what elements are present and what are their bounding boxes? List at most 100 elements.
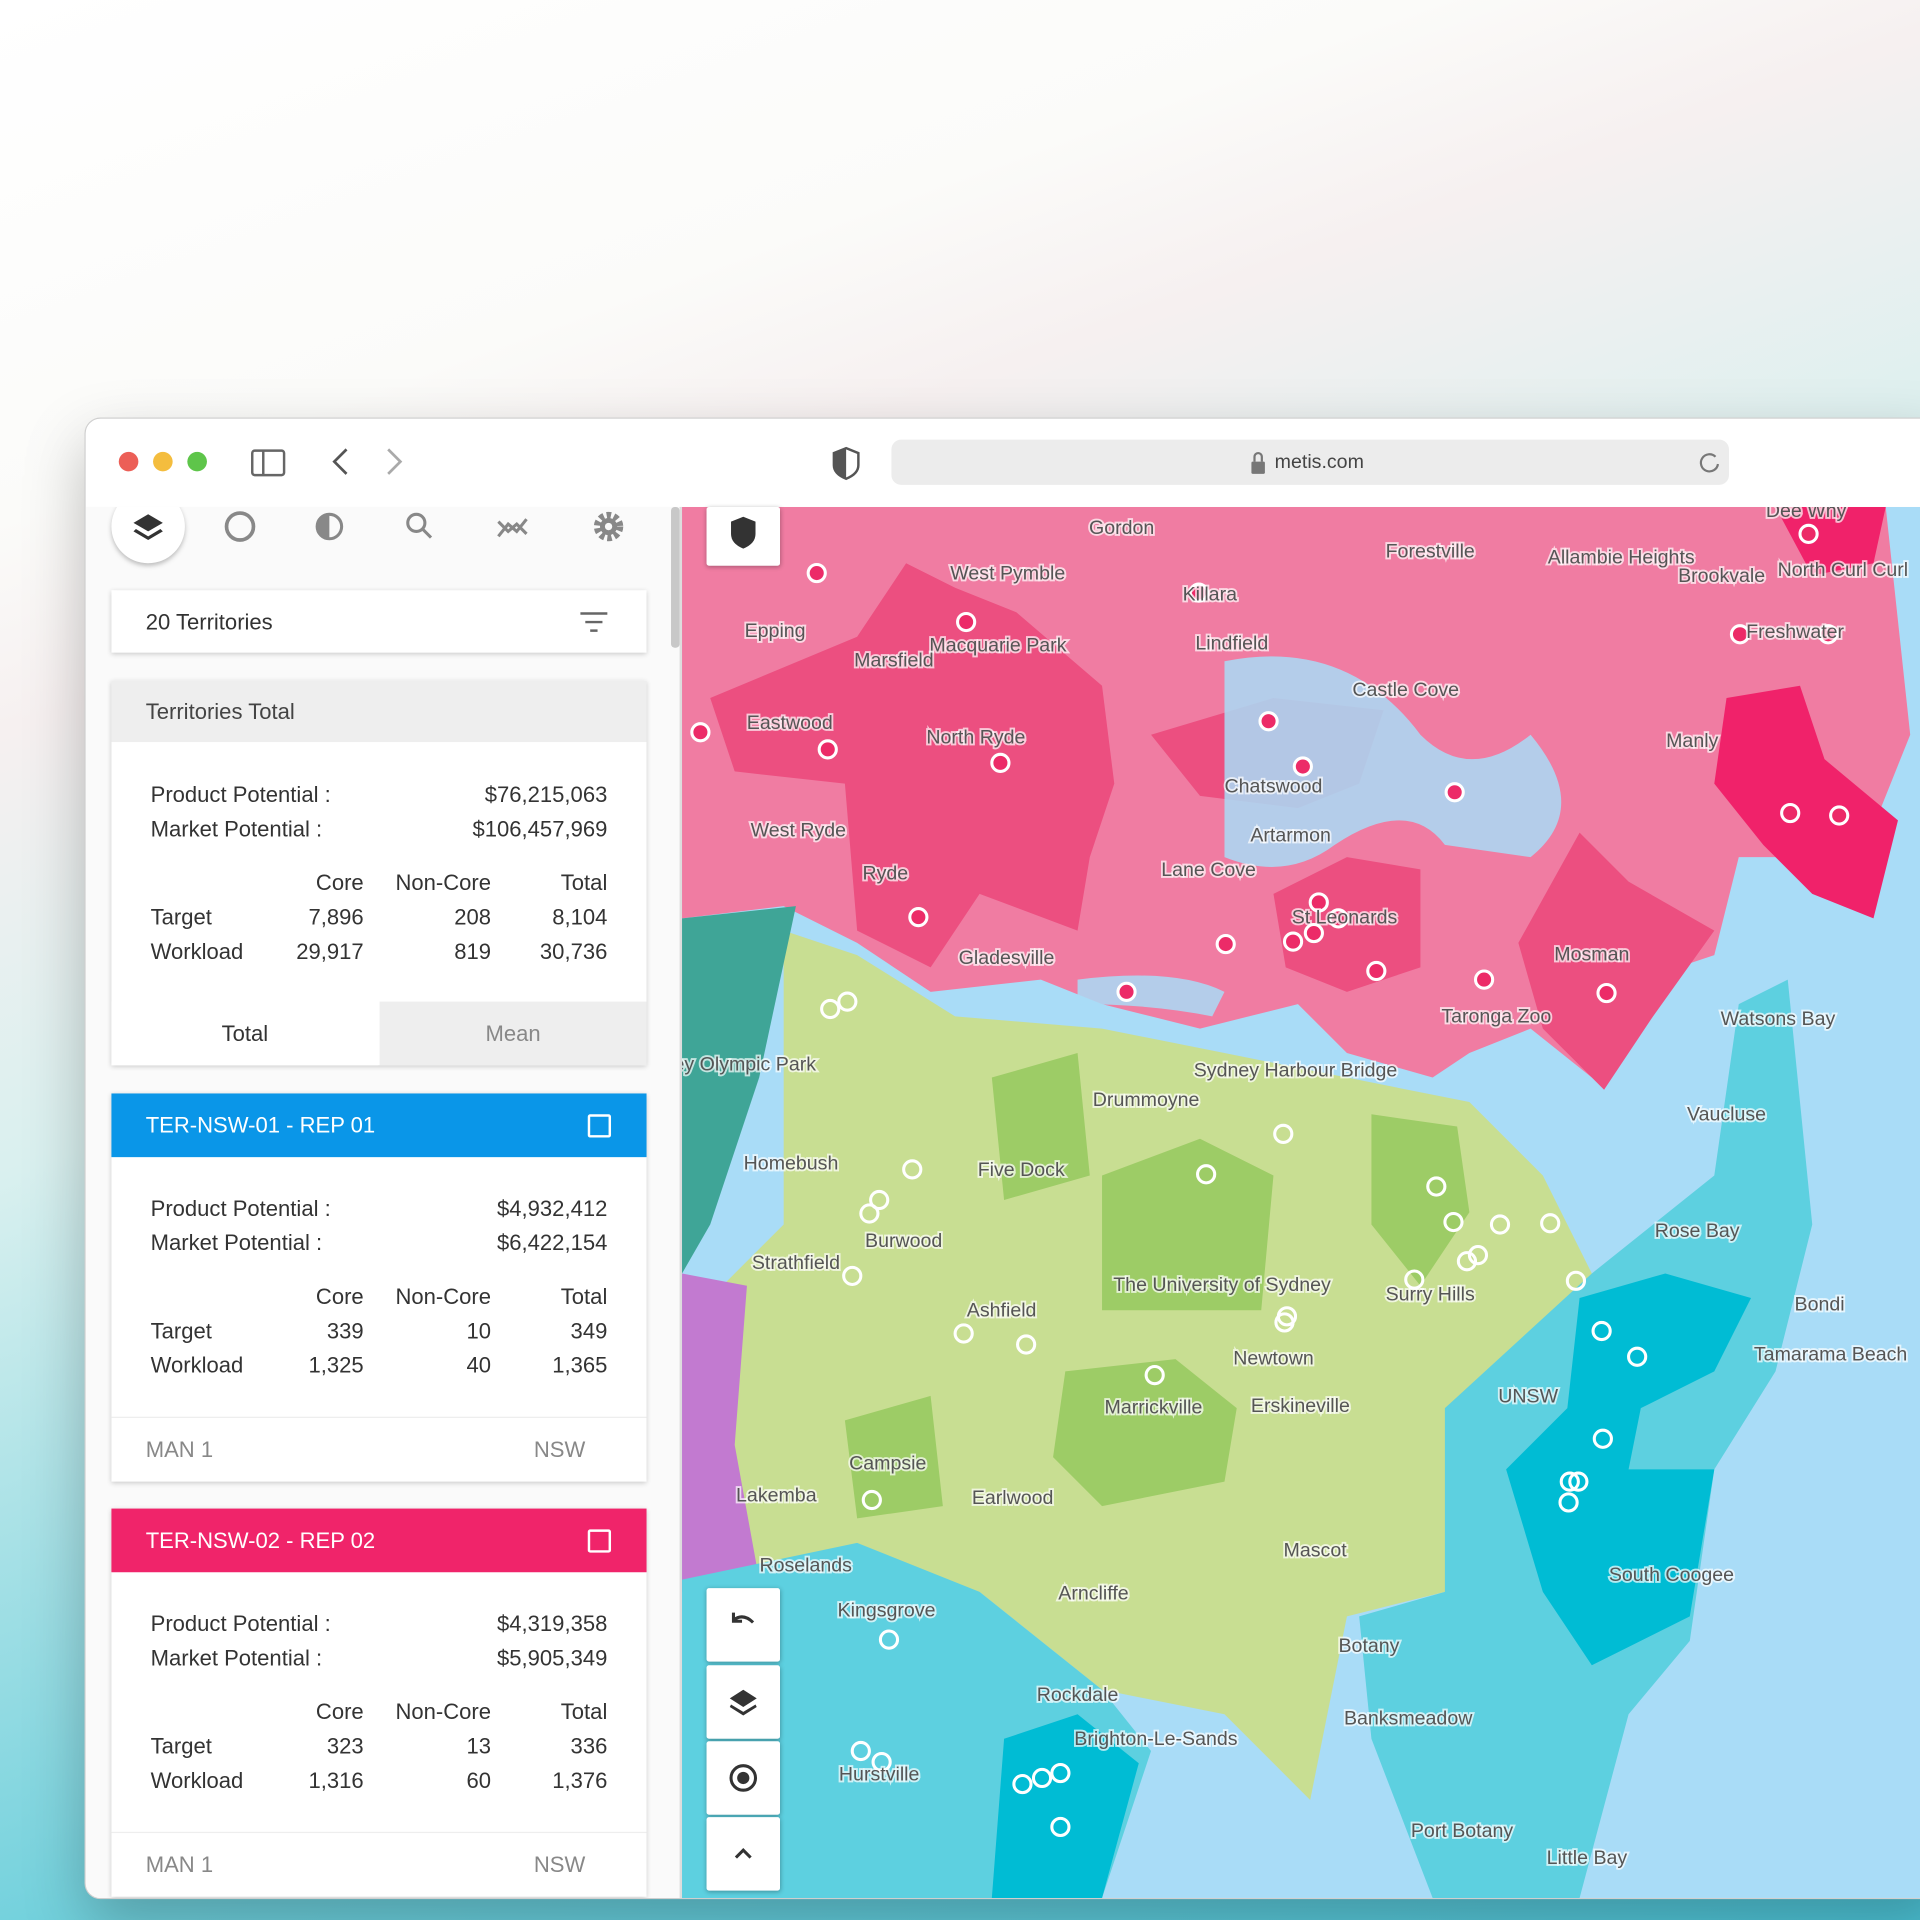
globe-tab[interactable] bbox=[224, 511, 256, 542]
potential-value: $5,905,349 bbox=[497, 1645, 608, 1671]
cell: 10 bbox=[466, 1318, 492, 1344]
map-label: Tamarama Beach bbox=[1754, 1344, 1907, 1366]
region-cyan-dark[interactable] bbox=[991, 1714, 1139, 1898]
map-label: Arncliffe bbox=[1058, 1582, 1128, 1604]
settings-tab[interactable] bbox=[593, 511, 624, 542]
map-label: Dee Why bbox=[1766, 507, 1847, 522]
select-checkbox[interactable] bbox=[587, 1114, 612, 1138]
close[interactable] bbox=[118, 451, 139, 472]
map[interactable]: Gordon West Pymble Killara Forestville Allam… bbox=[682, 506, 1920, 1898]
zoom[interactable] bbox=[187, 451, 207, 472]
map-marker bbox=[1303, 922, 1324, 944]
minimize[interactable] bbox=[153, 451, 173, 472]
map-label: Surry Hills bbox=[1386, 1284, 1475, 1306]
map-label: South Coogee bbox=[1609, 1564, 1734, 1586]
region-green-dark[interactable] bbox=[844, 1053, 1470, 1519]
map-label: Marrickville bbox=[1105, 1396, 1203, 1418]
cell: 349 bbox=[570, 1318, 608, 1344]
territory-filter[interactable]: 20 Territories bbox=[111, 590, 647, 653]
map-label: Kingsgrove bbox=[838, 1600, 936, 1622]
divider bbox=[679, 506, 683, 1898]
map-label: The University of Sydney bbox=[1113, 1274, 1331, 1296]
region-pink-dark[interactable] bbox=[1273, 832, 1715, 1090]
back[interactable] bbox=[332, 448, 348, 475]
column-header: Total bbox=[560, 1699, 608, 1725]
map-label: Rose Bay bbox=[1655, 1220, 1740, 1242]
shield-button[interactable] bbox=[706, 506, 781, 566]
map-marker bbox=[1196, 1164, 1217, 1185]
column-header: Total bbox=[560, 870, 608, 896]
locate-button[interactable] bbox=[706, 1741, 781, 1815]
column-header: Core bbox=[315, 870, 364, 896]
region-pink-dark[interactable] bbox=[710, 563, 1115, 968]
row-label: Target bbox=[150, 1733, 212, 1759]
row-label: Target bbox=[150, 1318, 212, 1344]
column-header: Total bbox=[560, 1284, 608, 1309]
map-marker bbox=[956, 611, 977, 633]
territory-count: 20 Territories bbox=[145, 609, 273, 635]
map-marker bbox=[908, 907, 929, 928]
card-footer-divider bbox=[111, 1831, 647, 1834]
map-label: Gordon bbox=[1089, 517, 1154, 539]
map-marker bbox=[1729, 624, 1751, 645]
region-purple[interactable] bbox=[682, 1273, 760, 1592]
map-marker bbox=[859, 1203, 880, 1224]
map-marker bbox=[1366, 960, 1387, 982]
map-marker bbox=[1596, 982, 1617, 1004]
map-marker bbox=[1292, 756, 1313, 777]
collapse-button[interactable] bbox=[706, 1817, 781, 1891]
column-header: Non-Core bbox=[395, 1699, 492, 1725]
map-marker bbox=[1188, 582, 1209, 603]
region-cyan-dark[interactable] bbox=[1506, 1273, 1752, 1666]
map-label: Allambie Heights bbox=[1548, 547, 1695, 569]
tab[interactable]: Mean bbox=[379, 1001, 647, 1066]
map-marker bbox=[1273, 1123, 1294, 1144]
map-label: Forestville bbox=[1386, 540, 1475, 562]
map-label: North Ryde bbox=[926, 727, 1025, 749]
map-marker bbox=[953, 1323, 974, 1344]
cell: 8,104 bbox=[552, 904, 608, 930]
map-marker bbox=[1829, 805, 1850, 826]
address-bar[interactable] bbox=[891, 439, 1729, 485]
cell: 29,917 bbox=[296, 939, 364, 964]
region-teal[interactable] bbox=[682, 906, 796, 1274]
map-marker bbox=[1016, 1334, 1037, 1355]
map-label: Sydney Harbour Bridge bbox=[1194, 1060, 1398, 1082]
contrast-tab[interactable] bbox=[315, 512, 344, 541]
region-pink-hot[interactable] bbox=[1775, 506, 1886, 576]
reload[interactable] bbox=[1699, 453, 1720, 473]
select-checkbox[interactable] bbox=[587, 1529, 612, 1553]
tab[interactable]: Total bbox=[111, 1001, 379, 1066]
map-label: Earlwood bbox=[972, 1487, 1054, 1509]
layers-button[interactable] bbox=[706, 1665, 781, 1739]
map-label: Erskineville bbox=[1251, 1395, 1350, 1417]
map-label: Chatswood bbox=[1224, 776, 1322, 798]
cell: 1,365 bbox=[552, 1353, 608, 1378]
cell: 208 bbox=[454, 904, 492, 930]
undo-button[interactable] bbox=[706, 1588, 781, 1662]
forward[interactable] bbox=[387, 448, 403, 475]
map-marker bbox=[1489, 1214, 1511, 1235]
browser-window: metis.com 20 Territories Territories Tot… bbox=[85, 418, 1920, 1898]
region-pink-hot[interactable] bbox=[1714, 685, 1898, 919]
map-label: Artarmon bbox=[1250, 824, 1331, 846]
map-marker bbox=[842, 1265, 863, 1287]
search-tab[interactable] bbox=[406, 512, 433, 539]
filter-icon[interactable] bbox=[579, 611, 608, 633]
map-marker bbox=[1443, 1211, 1464, 1233]
map-label: Brookvale bbox=[1678, 565, 1765, 587]
layers-tab[interactable] bbox=[111, 506, 185, 564]
map-marker bbox=[1473, 969, 1495, 990]
cell: 7,896 bbox=[308, 904, 364, 930]
cell: 336 bbox=[570, 1733, 608, 1759]
map-marker bbox=[1444, 782, 1465, 803]
routes-tab[interactable] bbox=[497, 518, 528, 538]
layers-icon bbox=[133, 514, 163, 541]
potential-label: Market Potential : bbox=[150, 1645, 323, 1671]
map-label: Watsons Bay bbox=[1721, 1008, 1836, 1030]
map-marker bbox=[817, 739, 838, 760]
scrollbar[interactable] bbox=[671, 506, 680, 648]
sidebar-toggle[interactable] bbox=[251, 449, 286, 477]
